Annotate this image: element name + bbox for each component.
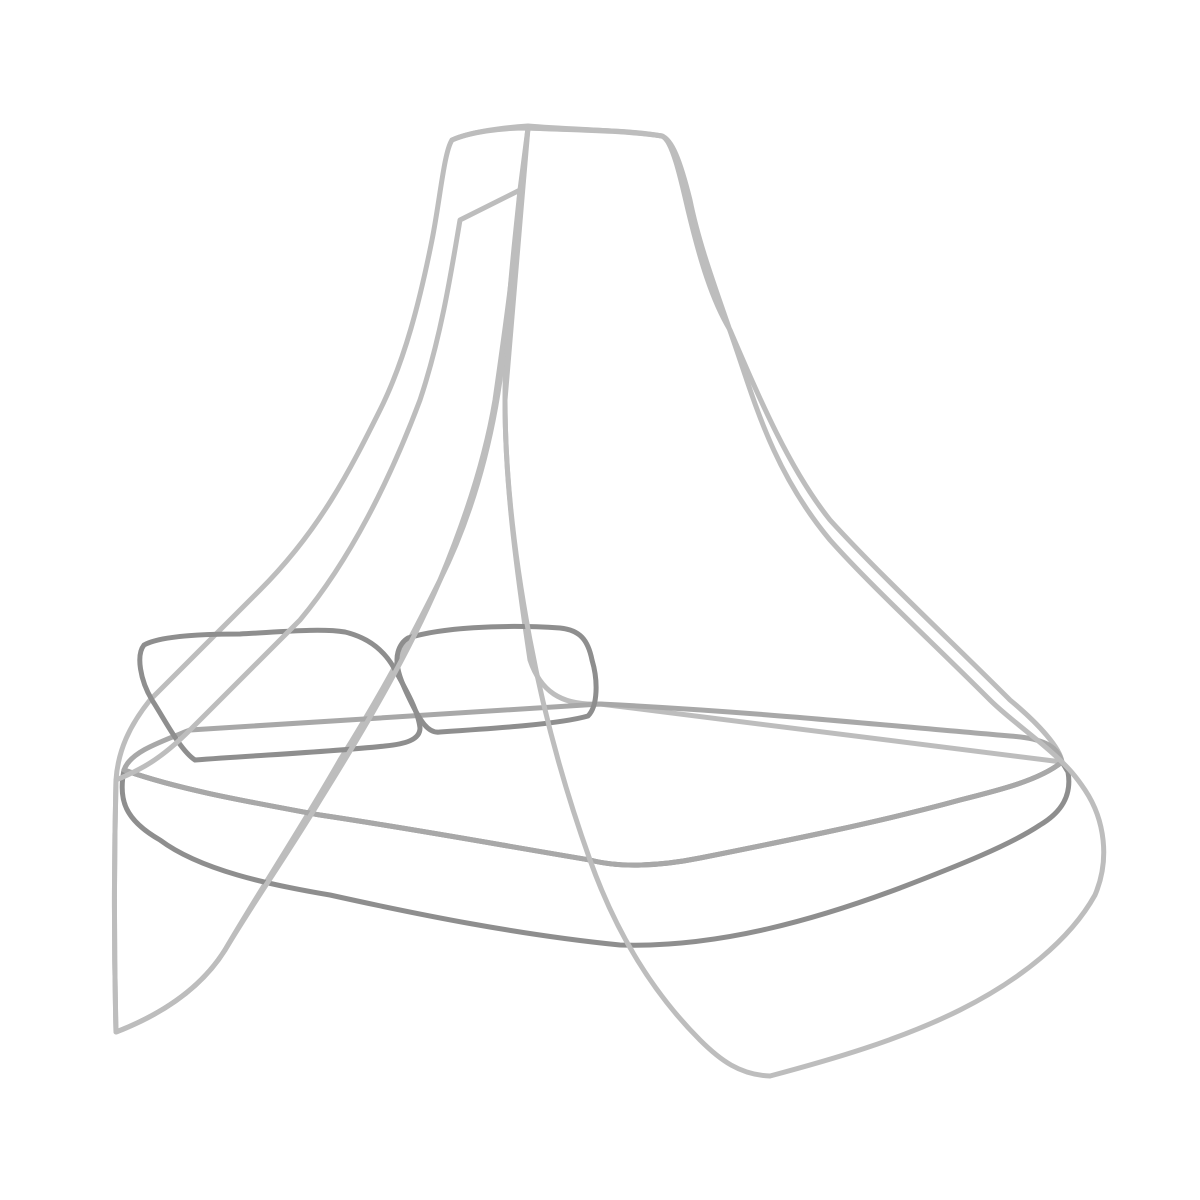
canopy-net-front-left-drape: [112, 187, 523, 1035]
canopy-net-left-panel: [112, 125, 531, 1035]
canopy-net-back-panel: [502, 125, 1065, 765]
pillow-left: [137, 627, 423, 763]
canopy-crown: [449, 123, 665, 143]
canopy-net-front-right-drape: [502, 125, 1107, 1079]
mattress-top: [121, 701, 1065, 868]
mattress-side: [119, 759, 1072, 948]
